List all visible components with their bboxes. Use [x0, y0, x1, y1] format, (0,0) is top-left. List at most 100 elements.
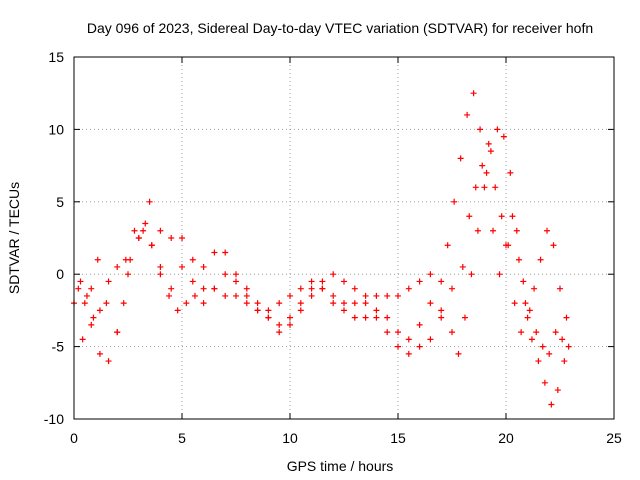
data-point [233, 271, 239, 278]
data-point [500, 133, 507, 140]
data-point [526, 307, 533, 314]
data-point [498, 213, 505, 220]
data-point [330, 300, 337, 307]
data-point [88, 321, 95, 328]
data-point [189, 256, 196, 263]
data-point [451, 198, 458, 205]
data-point [157, 271, 164, 278]
data-point [297, 300, 304, 307]
axis-ticks: 0 5 10 15 20 25 -10 -5 0 5 10 15 [44, 49, 622, 446]
data-point [168, 285, 175, 292]
data-point [405, 350, 412, 357]
data-point [544, 227, 551, 234]
data-point [563, 314, 570, 321]
data-point [96, 307, 103, 314]
data-point [179, 235, 185, 241]
y-tick-label: 0 [56, 266, 64, 282]
x-tick-label: 5 [178, 430, 186, 446]
x-tick-label: 25 [606, 430, 622, 446]
data-point [341, 300, 347, 307]
data-point [168, 235, 175, 241]
data-point [427, 300, 434, 307]
data-point [222, 249, 229, 256]
data-point [524, 314, 531, 321]
y-axis-label: SDTVAR / TECUs [6, 182, 22, 294]
data-point [265, 314, 272, 321]
data-point [131, 227, 138, 234]
data-point [520, 278, 527, 285]
data-point [105, 278, 112, 285]
data-point [548, 401, 555, 408]
data-point [330, 271, 337, 278]
data-point [105, 358, 112, 365]
data-point [457, 155, 464, 162]
data-point [490, 227, 497, 234]
data-point [183, 300, 190, 307]
data-point [557, 285, 563, 292]
x-tick-label: 0 [70, 430, 78, 446]
data-point [474, 227, 481, 234]
data-point [513, 227, 520, 234]
data-point [319, 278, 326, 285]
y-tick-label: 10 [48, 121, 64, 137]
y-tick-label: -10 [44, 411, 64, 427]
data-point [362, 314, 369, 321]
data-point [233, 292, 239, 299]
data-point [561, 358, 568, 365]
data-point [464, 111, 471, 118]
data-point [509, 213, 516, 220]
x-tick-label: 10 [282, 430, 298, 446]
data-point [83, 292, 90, 299]
data-point [362, 300, 369, 307]
x-axis-label: GPS time / hours [287, 458, 394, 474]
data-point [554, 387, 561, 394]
data-point [287, 314, 293, 321]
data-point [541, 379, 548, 386]
data-point [200, 285, 207, 292]
data-point [79, 336, 86, 343]
data-point [427, 336, 434, 343]
data-point [90, 314, 97, 321]
data-point [565, 343, 572, 350]
y-tick-label: 15 [48, 49, 64, 65]
data-point [297, 285, 304, 292]
data-point [191, 292, 198, 299]
grid [74, 57, 614, 419]
data-point [384, 329, 391, 336]
data-point [243, 285, 250, 292]
data-point [200, 263, 207, 270]
data-point [341, 307, 347, 314]
data-point [254, 300, 261, 307]
data-point [351, 314, 358, 321]
data-point [330, 292, 337, 299]
data-point [276, 321, 283, 328]
data-point [174, 307, 181, 314]
data-point [405, 336, 412, 343]
data-point [287, 321, 293, 328]
data-point [487, 148, 494, 155]
data-point [384, 292, 391, 299]
data-point [140, 227, 147, 234]
data-point [233, 278, 239, 285]
data-point [77, 278, 84, 285]
data-point [189, 278, 196, 285]
data-point [461, 314, 468, 321]
x-tick-label: 15 [390, 430, 406, 446]
data-point [405, 285, 412, 292]
series-track-c [79, 126, 566, 357]
data-point [485, 140, 492, 147]
data-point [559, 336, 566, 343]
data-point [287, 292, 293, 299]
data-point [179, 263, 185, 270]
data-point [546, 350, 553, 357]
data-point [276, 300, 283, 307]
data-point [243, 300, 250, 307]
data-point [373, 307, 380, 314]
data-point [494, 126, 501, 133]
data-point [211, 285, 218, 292]
data-point [373, 314, 380, 321]
data-point [94, 256, 101, 263]
data-point [114, 329, 121, 336]
data-point [125, 271, 131, 278]
